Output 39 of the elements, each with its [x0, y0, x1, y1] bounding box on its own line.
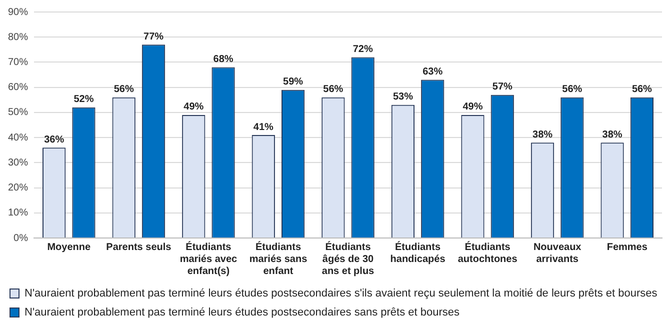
x-tick-label: Étudiants handicapés: [390, 240, 446, 265]
data-label: 49%: [462, 102, 483, 113]
x-tick-label: Femmes: [606, 242, 648, 253]
y-tick-label: 20%: [8, 182, 28, 194]
y-tick-label: 30%: [8, 157, 28, 168]
data-label: 59%: [283, 76, 304, 88]
y-tick-label: 50%: [8, 107, 28, 118]
data-label: 38%: [532, 129, 553, 140]
data-label: 56%: [632, 84, 652, 96]
x-tick-label: Parents seuls: [106, 242, 172, 253]
x-tick-label: Étudiants autochtones: [458, 240, 518, 265]
data-label: 49%: [184, 102, 204, 113]
data-label: 68%: [213, 54, 234, 65]
x-tick-label: Moyenne: [47, 242, 92, 253]
x-tick-label: Étudiants mariés sans enfant: [249, 240, 308, 277]
data-label: 72%: [352, 44, 373, 55]
y-tick-label: 80%: [8, 32, 28, 43]
legend-label: N'auraient probablement pas terminé leurs études postsecondaires s'ils avaient reçu seulement la moitié de leurs prêts et bourses: [24, 288, 658, 300]
x-tick-label: Étudiants mariés avec enfant(s): [180, 240, 238, 277]
data-label: 56%: [114, 84, 134, 96]
legend-label: N'auraient probablement pas terminé leurs études postsecondaires sans prêts et bourses: [24, 306, 460, 319]
y-tick-label: 90%: [8, 6, 28, 18]
x-tick-label: Étudiants âgés de 30 ans et plus: [322, 240, 375, 277]
data-label: 56%: [323, 84, 344, 96]
data-label: 77%: [144, 31, 164, 42]
x-tick-label: Nouveaux arrivants: [533, 242, 582, 265]
y-tick-label: 70%: [8, 56, 28, 68]
data-label: 53%: [392, 92, 414, 103]
data-label: 63%: [422, 66, 443, 78]
y-tick-label: 40%: [8, 132, 28, 144]
data-label: 52%: [74, 94, 94, 106]
data-label: 38%: [602, 129, 622, 140]
y-tick-label: 60%: [8, 82, 28, 94]
data-label: 56%: [562, 84, 582, 96]
data-label: 36%: [44, 134, 64, 146]
data-label: 41%: [253, 122, 274, 133]
y-tick-label: 0%: [14, 232, 28, 244]
y-tick-label: 10%: [8, 208, 28, 219]
data-label: 57%: [492, 82, 512, 93]
